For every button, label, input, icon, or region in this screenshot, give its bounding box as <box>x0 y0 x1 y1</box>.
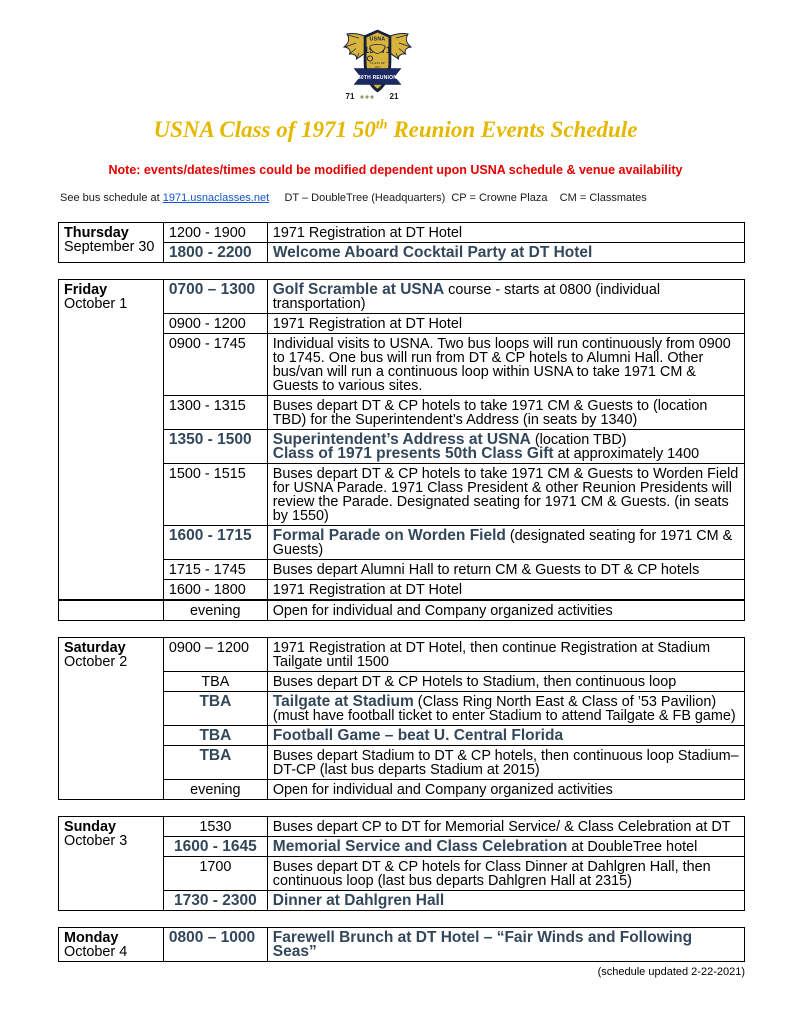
svg-text:21: 21 <box>390 92 399 101</box>
svg-text:50TH REUNION: 50TH REUNION <box>358 75 397 81</box>
svg-text:USNA: USNA <box>370 37 386 43</box>
svg-text:71: 71 <box>346 92 355 101</box>
